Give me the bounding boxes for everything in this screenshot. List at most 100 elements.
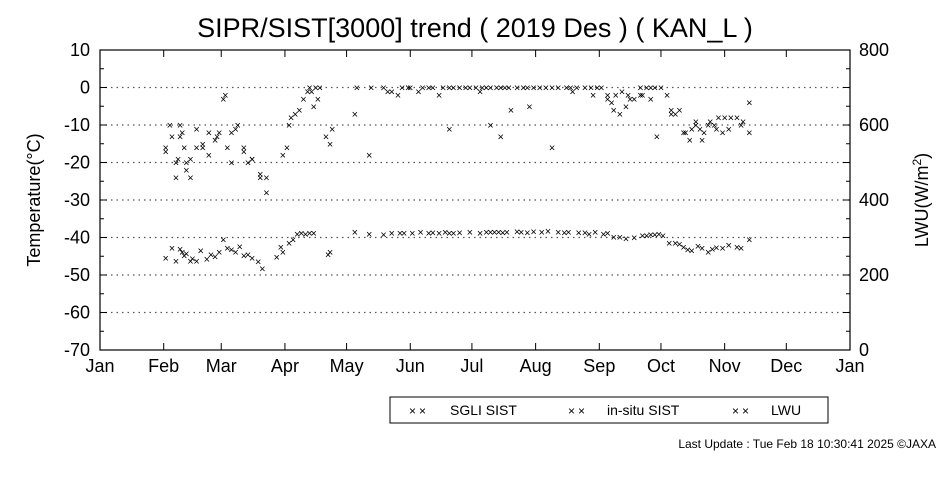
- point-lwu: ×: [539, 227, 545, 239]
- point-lwu: ×: [709, 244, 715, 256]
- point-in-situ-sist: ×: [721, 113, 727, 125]
- point-sgli-sist: ×: [497, 131, 503, 143]
- point-sgli-sist: ×: [323, 131, 329, 143]
- point-lwu: ×: [617, 232, 623, 244]
- point-sgli-sist: ×: [405, 83, 411, 95]
- point-lwu: ×: [220, 234, 226, 246]
- point-lwu: ×: [643, 231, 649, 243]
- point-sgli-sist: ×: [193, 143, 199, 155]
- point-lwu: ×: [179, 247, 185, 259]
- point-sgli-sist: ×: [713, 124, 719, 136]
- point-lwu: ×: [545, 226, 551, 238]
- point-in-situ-sist: ×: [746, 98, 752, 110]
- point-in-situ-sist: ×: [530, 83, 536, 95]
- point-in-situ-sist: ×: [430, 83, 436, 95]
- point-sgli-sist: ×: [610, 105, 616, 117]
- point-sgli-sist: ×: [263, 188, 269, 200]
- point-in-situ-sist: ×: [263, 173, 269, 185]
- point-sgli-sist: ×: [699, 135, 705, 147]
- point-in-situ-sist: ×: [473, 83, 479, 95]
- point-lwu: ×: [576, 227, 582, 239]
- point-lwu: ×: [647, 230, 653, 242]
- point-sgli-sist: ×: [315, 94, 321, 106]
- y-axis-tick-labels: 10 0 -10 -20 -30 -40 -50 -60 -70: [64, 40, 90, 360]
- point-lwu: ×: [495, 227, 501, 239]
- point-lwu: ×: [187, 256, 193, 268]
- point-lwu: ×: [680, 242, 686, 254]
- point-lwu: ×: [592, 227, 598, 239]
- point-lwu: ×: [561, 227, 567, 239]
- point-in-situ-sist: ×: [573, 83, 579, 95]
- x-tick-label: Nov: [709, 356, 741, 376]
- point-in-situ-sist: ×: [658, 83, 664, 95]
- point-lwu: ×: [477, 228, 483, 240]
- point-sgli-sist: ×: [169, 131, 175, 143]
- point-lwu: ×: [278, 242, 284, 254]
- point-sgli-sist: ×: [173, 173, 179, 185]
- y2-tick-label: 0: [859, 340, 869, 360]
- point-in-situ-sist: ×: [506, 83, 512, 95]
- point-sgli-sist: ×: [508, 105, 514, 117]
- y-tick-label: 10: [70, 40, 90, 60]
- point-in-situ-sist: ×: [177, 120, 183, 132]
- point-lwu: ×: [224, 243, 230, 255]
- point-in-situ-sist: ×: [245, 158, 251, 170]
- point-in-situ-sist: ×: [206, 128, 212, 140]
- point-lwu: ×: [208, 249, 214, 261]
- point-sgli-sist: ×: [654, 131, 660, 143]
- point-sgli-sist: ×: [526, 101, 532, 113]
- last-update-footer: Last Update : Tue Feb 18 10:30:41 2025 ©…: [678, 437, 936, 451]
- point-sgli-sist: ×: [366, 150, 372, 162]
- x-tick-label: Feb: [148, 356, 179, 376]
- point-sgli-sist: ×: [228, 158, 234, 170]
- point-in-situ-sist: ×: [288, 113, 294, 125]
- point-lwu: ×: [436, 228, 442, 240]
- point-lwu: ×: [746, 234, 752, 246]
- point-in-situ-sist: ×: [613, 90, 619, 102]
- point-lwu: ×: [327, 247, 333, 259]
- x-tick-label: Aug: [520, 356, 552, 376]
- point-in-situ-sist: ×: [715, 113, 721, 125]
- x-tick-label: Apr: [271, 356, 299, 376]
- point-in-situ-sist: ×: [440, 83, 446, 95]
- point-sgli-sist: ×: [446, 124, 452, 136]
- point-in-situ-sist: ×: [181, 143, 187, 155]
- point-in-situ-sist: ×: [740, 116, 746, 128]
- point-in-situ-sist: ×: [549, 83, 555, 95]
- point-sgli-sist: ×: [187, 173, 193, 185]
- point-lwu: ×: [600, 229, 606, 241]
- point-lwu: ×: [290, 234, 296, 246]
- point-in-situ-sist: ×: [308, 86, 314, 98]
- point-sgli-sist: ×: [463, 83, 469, 95]
- point-lwu: ×: [216, 247, 222, 259]
- legend-label-sgli-sist: SGLI SIST: [450, 402, 517, 418]
- x-tick-label: Jan: [835, 356, 864, 376]
- point-in-situ-sist: ×: [631, 94, 637, 106]
- point-sgli-sist: ×: [395, 90, 401, 102]
- point-in-situ-sist: ×: [483, 83, 489, 95]
- data-points: ××××××× ×××××××××××××××××××××× ××××× ×××× ××…: [163, 83, 753, 276]
- point-sgli-sist: ×: [310, 101, 316, 113]
- legend-marker-sgli-sist: ××: [409, 404, 429, 418]
- point-lwu: ×: [245, 249, 251, 261]
- point-in-situ-sist: ×: [652, 83, 658, 95]
- point-in-situ-sist: ×: [467, 83, 473, 95]
- point-sgli-sist: ×: [738, 120, 744, 132]
- point-lwu: ×: [604, 228, 610, 240]
- point-in-situ-sist: ×: [167, 120, 173, 132]
- point-lwu: ×: [259, 263, 265, 275]
- point-lwu: ×: [446, 228, 452, 240]
- point-lwu: ×: [467, 227, 473, 239]
- grid-lines: [100, 86, 850, 314]
- point-sgli-sist: ×: [216, 128, 222, 140]
- point-sgli-sist: ×: [257, 169, 263, 181]
- point-sgli-sist: ×: [549, 143, 555, 155]
- point-in-situ-sist: ×: [200, 143, 206, 155]
- point-lwu: ×: [430, 227, 436, 239]
- point-sgli-sist: ×: [487, 120, 493, 132]
- point-sgli-sist: ×: [719, 128, 725, 140]
- point-in-situ-sist: ×: [697, 124, 703, 136]
- point-lwu: ×: [456, 227, 462, 239]
- point-lwu: ×: [249, 253, 255, 265]
- point-sgli-sist: ×: [680, 128, 686, 140]
